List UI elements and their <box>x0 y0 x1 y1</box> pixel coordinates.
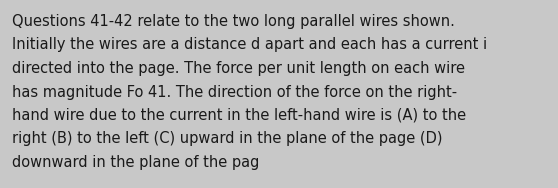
Text: downward in the plane of the pag: downward in the plane of the pag <box>12 155 259 170</box>
Text: hand wire due to the current in the left-hand wire is (A) to the: hand wire due to the current in the left… <box>12 108 466 123</box>
Text: Questions 41-42 relate to the two long parallel wires shown.: Questions 41-42 relate to the two long p… <box>12 14 455 29</box>
Text: Initially the wires are a distance d apart and each has a current i: Initially the wires are a distance d apa… <box>12 37 487 52</box>
Text: directed into the page. The force per unit length on each wire: directed into the page. The force per un… <box>12 61 465 76</box>
Text: right (B) to the left (C) upward in the plane of the page (D): right (B) to the left (C) upward in the … <box>12 131 442 146</box>
Text: has magnitude Fo 41. The direction of the force on the right-: has magnitude Fo 41. The direction of th… <box>12 84 457 99</box>
